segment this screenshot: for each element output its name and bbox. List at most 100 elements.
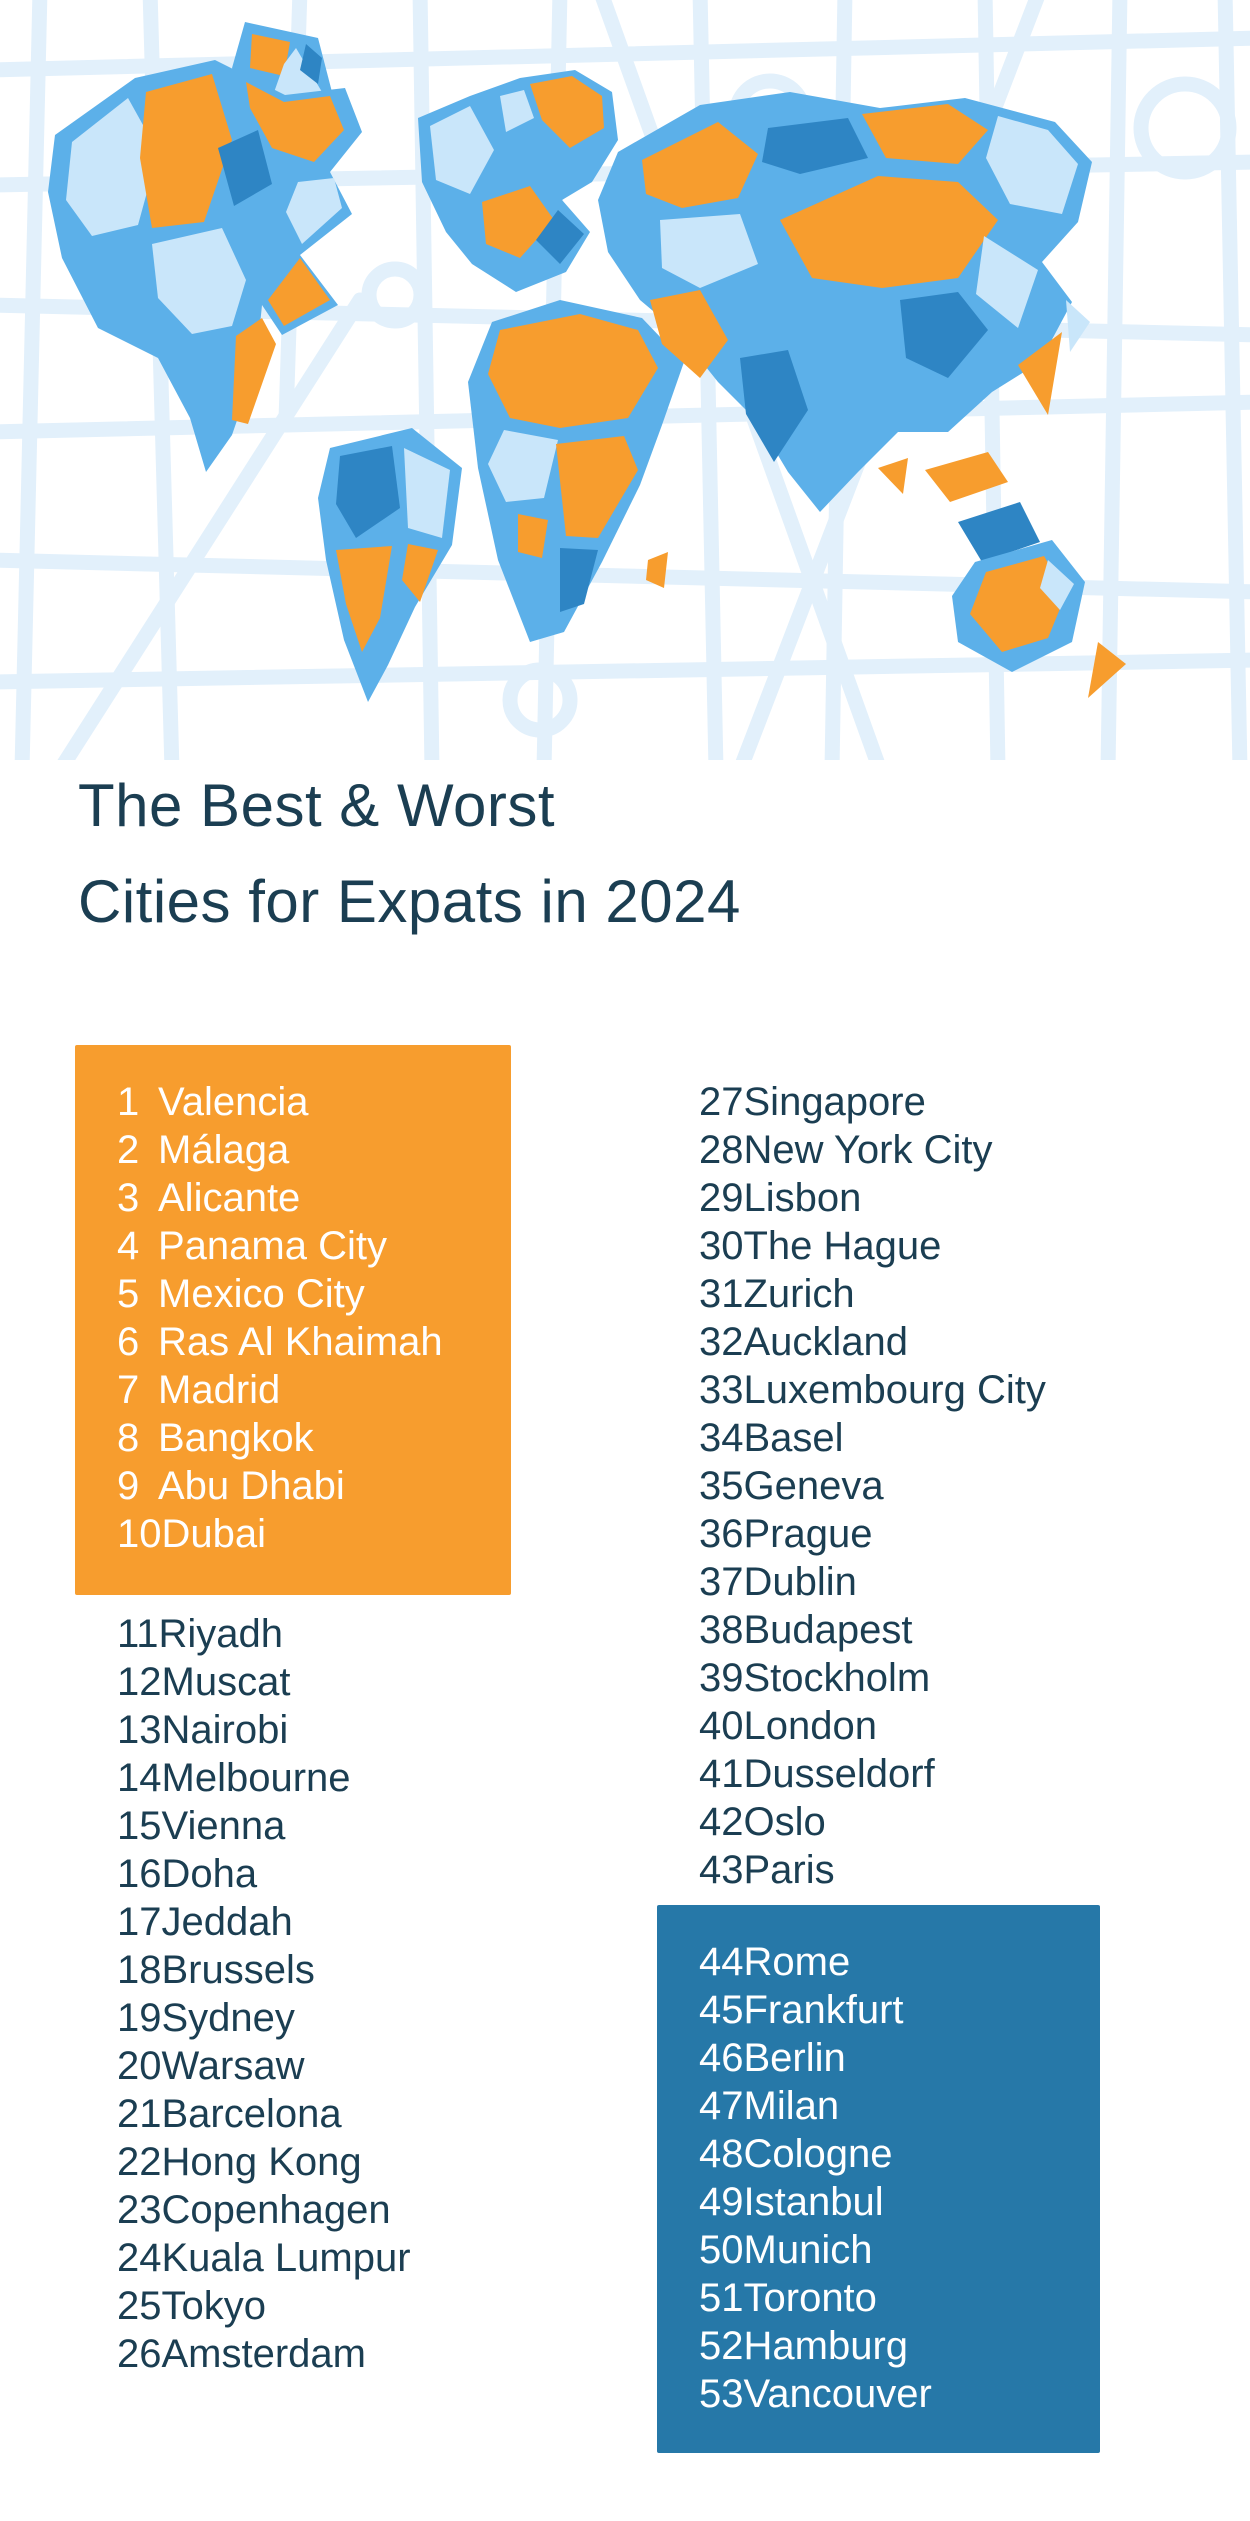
list-item: 24 Kuala Lumpur: [75, 2234, 511, 2282]
city-name: Abu Dhabi: [158, 1464, 345, 1508]
list-item: 31 Zurich: [657, 1270, 1100, 1318]
city-name: Tokyo: [161, 2284, 267, 2328]
list-item: 46 Berlin: [657, 2034, 1100, 2082]
city-name: Kuala Lumpur: [161, 2236, 411, 2280]
rank-number: 17: [117, 1900, 162, 1944]
rank-number: 1: [117, 1080, 140, 1124]
city-name: Alicante: [158, 1176, 301, 1220]
rank-number: 20: [117, 2044, 162, 2088]
rank-number: 50: [699, 2228, 744, 2272]
rank-number: 52: [699, 2324, 744, 2368]
list-item: 22 Hong Kong: [75, 2138, 511, 2186]
city-name: Oslo: [743, 1800, 826, 1844]
rank-number: 8: [117, 1416, 140, 1460]
city-name: Munich: [743, 2228, 873, 2272]
rank-number: 13: [117, 1708, 162, 1752]
city-name: Melbourne: [161, 1756, 351, 1800]
list-item: 28 New York City: [657, 1126, 1100, 1174]
city-name: Milan: [743, 2084, 840, 2128]
list-item: 20 Warsaw: [75, 2042, 511, 2090]
page-title: The Best & Worst Cities for Expats in 20…: [78, 758, 741, 950]
list-item: 9 Abu Dhabi: [75, 1462, 511, 1510]
list-item: 18 Brussels: [75, 1946, 511, 1994]
list-item: 37 Dublin: [657, 1558, 1100, 1606]
list-item: 30 The Hague: [657, 1222, 1100, 1270]
list-item: 34 Basel: [657, 1414, 1100, 1462]
city-name: Muscat: [161, 1660, 291, 1704]
city-name: Singapore: [743, 1080, 926, 1124]
city-name: Madrid: [158, 1368, 281, 1412]
list-item: 51 Toronto: [657, 2274, 1100, 2322]
city-name: Cologne: [743, 2132, 893, 2176]
right-ranking-list: 27 Singapore 28 New York City 29 Lisbon …: [657, 1078, 1100, 1894]
city-name: Istanbul: [743, 2180, 884, 2224]
islands-southeast-asia: [878, 452, 1040, 562]
left-rest-list: 11 Riyadh 12 Muscat 13 Nairobi 14 Melbou…: [75, 1610, 511, 2378]
list-item: 38 Budapest: [657, 1606, 1100, 1654]
list-item: 41 Dusseldorf: [657, 1750, 1100, 1798]
rank-number: 22: [117, 2140, 162, 2184]
city-name: Doha: [161, 1852, 258, 1896]
city-name: Hamburg: [743, 2324, 909, 2368]
list-item: 27 Singapore: [657, 1078, 1100, 1126]
rank-number: 16: [117, 1852, 162, 1896]
rank-number: 48: [699, 2132, 744, 2176]
rank-number: 35: [699, 1464, 744, 1508]
list-item: 35 Geneva: [657, 1462, 1100, 1510]
rank-number: 46: [699, 2036, 744, 2080]
list-item: 52 Hamburg: [657, 2322, 1100, 2370]
rank-number: 19: [117, 1996, 162, 2040]
city-name: Prague: [743, 1512, 873, 1556]
list-item: 29 Lisbon: [657, 1174, 1100, 1222]
list-item: 45 Frankfurt: [657, 1986, 1100, 2034]
city-name: Bangkok: [158, 1416, 314, 1460]
list-item: 50 Munich: [657, 2226, 1100, 2274]
rank-number: 44: [699, 1940, 744, 1984]
right-top-list: 27 Singapore 28 New York City 29 Lisbon …: [657, 1078, 1100, 1894]
rank-number: 41: [699, 1752, 744, 1796]
page-title-line-2: Cities for Expats in 2024: [78, 868, 741, 935]
list-item: 49 Istanbul: [657, 2178, 1100, 2226]
rank-number: 26: [117, 2332, 162, 2376]
list-item: 14 Melbourne: [75, 1754, 511, 1802]
list-item: 47 Milan: [657, 2082, 1100, 2130]
world-map-illustration: [0, 0, 1250, 778]
rank-number: 32: [699, 1320, 744, 1364]
city-name: Hong Kong: [161, 2140, 362, 2184]
list-item: 10 Dubai: [75, 1510, 511, 1558]
city-name: Sydney: [161, 1996, 295, 2040]
rank-number: 49: [699, 2180, 744, 2224]
city-name: Toronto: [743, 2276, 877, 2320]
list-item: 13 Nairobi: [75, 1706, 511, 1754]
city-name: Geneva: [743, 1464, 884, 1508]
list-item: 6 Ras Al Khaimah: [75, 1318, 511, 1366]
list-item: 5 Mexico City: [75, 1270, 511, 1318]
list-item: 8 Bangkok: [75, 1414, 511, 1462]
list-item: 2 Málaga: [75, 1126, 511, 1174]
left-ranking-list: 11 Riyadh 12 Muscat 13 Nairobi 14 Melbou…: [75, 1610, 511, 2378]
rank-number: 43: [699, 1848, 744, 1892]
list-item: 44 Rome: [657, 1938, 1100, 1986]
rank-number: 21: [117, 2092, 162, 2136]
continent-europe: [418, 70, 618, 292]
rank-number: 47: [699, 2084, 744, 2128]
city-name: Valencia: [158, 1080, 309, 1124]
page-title-line-1: The Best & Worst: [78, 772, 556, 839]
city-name: Frankfurt: [743, 1988, 904, 2032]
city-name: Rome: [743, 1940, 851, 1984]
city-name: Berlin: [743, 2036, 846, 2080]
rank-number: 12: [117, 1660, 162, 1704]
city-name: Panama City: [158, 1224, 387, 1268]
rank-number: 45: [699, 1988, 744, 2032]
rank-number: 23: [117, 2188, 162, 2232]
rank-number: 40: [699, 1704, 744, 1748]
rank-number: 53: [699, 2372, 744, 2416]
list-item: 15 Vienna: [75, 1802, 511, 1850]
rank-number: 33: [699, 1368, 744, 1412]
rank-number: 36: [699, 1512, 744, 1556]
list-item: 26 Amsterdam: [75, 2330, 511, 2378]
world-map-svg: [0, 0, 1250, 778]
rank-number: 7: [117, 1368, 140, 1412]
city-name: Riyadh: [158, 1612, 284, 1656]
